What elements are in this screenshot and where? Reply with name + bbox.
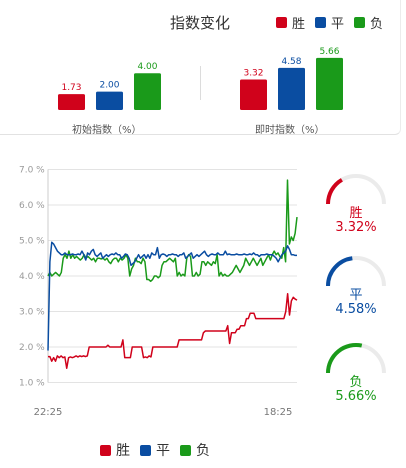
bottom-legend-swatch-win <box>100 444 111 456</box>
x-tick-label-start: 22:25 <box>34 407 63 418</box>
gauge-track <box>326 343 386 374</box>
gauge-label-win: 胜 <box>349 206 363 221</box>
group-divider <box>200 66 201 100</box>
bar-live-win <box>240 79 267 110</box>
gauge-fill <box>326 343 363 374</box>
bottom-legend-label-draw: 平 <box>156 443 170 459</box>
bar-live-draw <box>278 67 305 110</box>
gauge-arc-draw <box>326 256 386 287</box>
bar-label-live-win: 3.32 <box>243 68 263 78</box>
legend-swatch-loss <box>354 17 366 28</box>
y-tick-label: 5.0 % <box>19 237 45 247</box>
series-line-win <box>48 293 298 370</box>
bar-label-live-draw: 4.58 <box>281 57 301 67</box>
bottom-legend-swatch-loss <box>180 444 191 456</box>
initial-index-label: 初始指数（%） <box>72 125 142 136</box>
bottom-legend-item-draw[interactable]: 平 <box>140 440 170 460</box>
bottom-legend-swatch-draw <box>140 444 151 456</box>
gauge-fill <box>326 256 353 287</box>
top-legend: 胜 平 负 <box>276 13 393 32</box>
legend-swatch-draw <box>315 17 327 28</box>
panel-title: 指数变化 <box>170 14 231 32</box>
gauge-value-loss: 5.66% <box>335 389 377 404</box>
gauge-track <box>326 174 386 205</box>
bottom-legend: 胜 平 负 <box>100 440 220 460</box>
y-tick-label: 2.0 % <box>19 343 45 353</box>
bar-label-initial-loss: 4.00 <box>137 62 157 72</box>
gauge-win: 胜 3.32% <box>324 170 388 235</box>
gauge-value-win: 3.32% <box>335 220 377 235</box>
series-line-loss <box>47 179 298 283</box>
live-index-label: 即时指数（%） <box>255 125 325 136</box>
gauge-draw: 平 4.58% <box>324 252 388 317</box>
bottom-legend-label-loss: 负 <box>196 443 210 459</box>
bottom-legend-item-loss[interactable]: 负 <box>180 440 210 460</box>
legend-item-win[interactable]: 胜 <box>276 13 305 32</box>
bar-label-initial-draw: 2.00 <box>99 81 119 91</box>
bottom-legend-item-win[interactable]: 胜 <box>100 440 130 460</box>
index-change-panel: 指数变化 胜 平 负 1.73 2.00 4.00 3.32 4.58 5.66 初始指数… <box>0 0 401 136</box>
legend-label-win: 胜 <box>292 17 306 32</box>
y-tick-label: 7.0 % <box>19 166 45 176</box>
bar-initial-draw <box>96 91 123 110</box>
bar-live-loss <box>316 57 343 110</box>
gauge-value-draw: 4.58% <box>335 302 377 317</box>
legend-item-loss[interactable]: 负 <box>354 13 383 32</box>
legend-item-draw[interactable]: 平 <box>315 13 344 32</box>
bar-label-initial-win: 1.73 <box>61 83 81 93</box>
y-tick-label: 4.0 % <box>19 272 45 282</box>
gauge-label-loss: 负 <box>349 375 363 390</box>
y-tick-label: 1.0 % <box>19 379 45 389</box>
bar-initial-win <box>58 94 85 110</box>
series-line-draw <box>47 241 297 351</box>
odds-line-chart: 7.0 % 6.0 % 5.0 % 4.0 % 3.0 % 2.0 % 1.0 % 22:25… <box>19 166 298 418</box>
y-tick-label: 6.0 % <box>19 201 45 211</box>
gauge-fill <box>326 178 344 205</box>
y-tick-label: 3.0 % <box>19 308 45 318</box>
bar-charts: 1.73 2.00 4.00 3.32 4.58 5.66 <box>58 47 343 110</box>
legend-label-loss: 负 <box>370 17 384 32</box>
gauge-arc-loss <box>326 343 386 374</box>
gauge-arc-win <box>326 174 386 205</box>
gauge-track <box>326 256 386 287</box>
gauge-label-draw: 平 <box>349 288 363 303</box>
bar-label-live-loss: 5.66 <box>319 47 339 57</box>
x-tick-label-end: 18:25 <box>264 407 293 418</box>
gauge-loss: 负 5.66% <box>324 339 388 404</box>
bottom-legend-label-win: 胜 <box>116 443 130 459</box>
legend-label-draw: 平 <box>331 17 345 32</box>
bar-initial-loss <box>134 73 161 110</box>
legend-swatch-win <box>276 17 287 28</box>
